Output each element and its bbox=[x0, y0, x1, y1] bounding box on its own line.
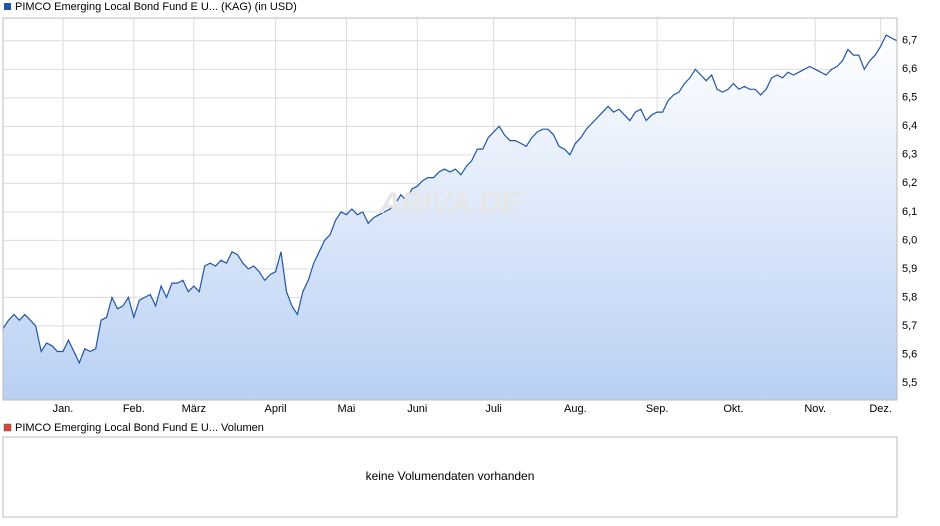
legend-swatch bbox=[4, 3, 11, 10]
y-tick-label: 6,3 bbox=[902, 149, 917, 161]
y-tick-label: 5,6 bbox=[902, 348, 917, 360]
y-tick-label: 6,2 bbox=[902, 177, 917, 189]
x-tick-label: März bbox=[182, 403, 206, 415]
y-tick-label: 5,8 bbox=[902, 291, 917, 303]
x-tick-label: Jan. bbox=[53, 403, 74, 415]
x-tick-label: Aug. bbox=[564, 403, 587, 415]
x-tick-label: Juni bbox=[407, 403, 427, 415]
x-tick-label: April bbox=[265, 403, 287, 415]
y-tick-label: 5,7 bbox=[902, 320, 917, 332]
y-tick-label: 6,0 bbox=[902, 234, 917, 246]
x-tick-label: Okt. bbox=[723, 403, 743, 415]
y-tick-label: 5,5 bbox=[902, 377, 917, 389]
line bbox=[2, 34, 898, 365]
legend-label: PIMCO Emerging Local Bond Fund E U... (K… bbox=[15, 1, 297, 13]
x-tick-label: Nov. bbox=[804, 403, 826, 415]
legend-swatch bbox=[3, 423, 12, 432]
volume-title: PIMCO Emerging Local Bond Fund E U... Vo… bbox=[15, 422, 264, 434]
x-tick-label: Feb. bbox=[123, 403, 145, 415]
x-tick-label: Dez. bbox=[869, 403, 892, 415]
x-tick-label: Juli bbox=[485, 403, 502, 415]
y-tick-label: 5,9 bbox=[902, 263, 917, 275]
y-tick-label: 6,7 bbox=[902, 35, 917, 47]
area bbox=[3, 35, 897, 400]
x-tick-label: Sep. bbox=[646, 403, 669, 415]
volume-message: keine Volumendaten vorhanden bbox=[366, 469, 535, 483]
y-tick-label: 6,6 bbox=[902, 63, 917, 75]
volume-frame bbox=[2, 436, 898, 518]
y-tick-label: 6,5 bbox=[902, 92, 917, 104]
y-tick-label: 6,1 bbox=[902, 206, 917, 218]
y-tick-label: 6,4 bbox=[902, 120, 917, 132]
x-tick-label: Mai bbox=[338, 403, 356, 415]
watermark: ARIVA.DE bbox=[378, 187, 521, 220]
plot-frame bbox=[2, 17, 898, 401]
